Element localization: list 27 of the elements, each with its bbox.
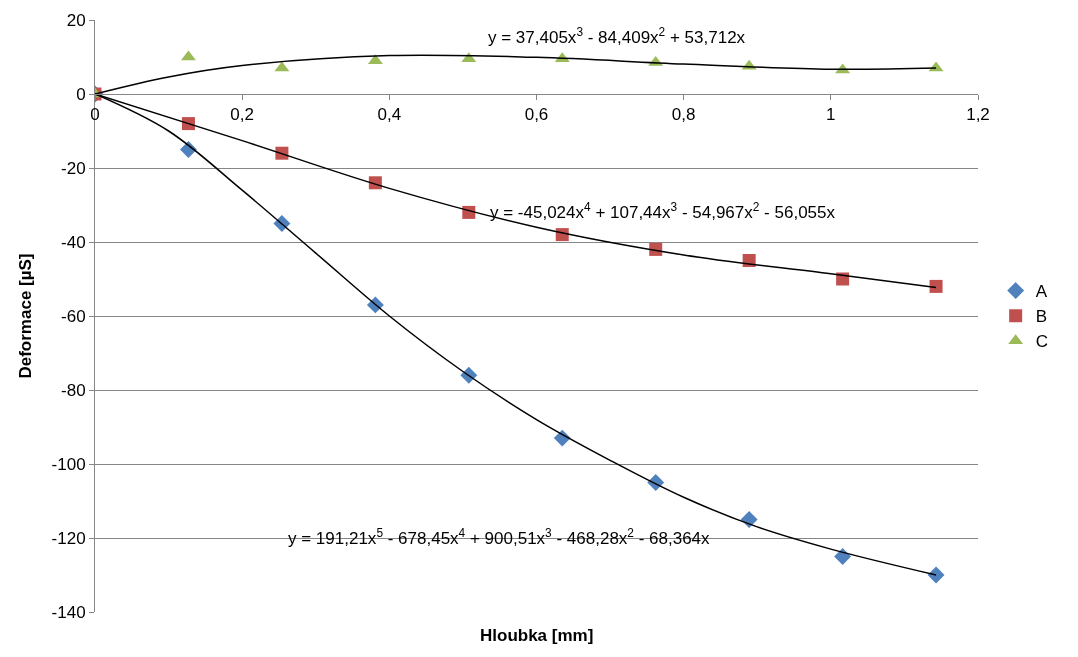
x-tick-label: 1,2 bbox=[966, 105, 990, 125]
x-tick-label: 0,8 bbox=[671, 105, 696, 125]
x-tick-label: 0 bbox=[90, 105, 100, 125]
annotation: y = 37,405x$^{3}$ - 84,409x$^{2}$ + 53,712x bbox=[488, 25, 746, 48]
point bbox=[927, 566, 945, 584]
legend-label: C bbox=[1035, 332, 1048, 352]
x-axis-title: Hloubka [mm] bbox=[480, 626, 594, 645]
y-tick-label: 0 bbox=[76, 84, 86, 104]
y-tick-label: -120 bbox=[51, 528, 86, 548]
y-axis-title: Deformace [µS] bbox=[16, 253, 36, 379]
y-tick-label: -20 bbox=[61, 158, 86, 178]
y-tick-label: -80 bbox=[61, 380, 86, 400]
x-tick-label: 0,2 bbox=[230, 105, 254, 125]
point bbox=[740, 511, 758, 528]
x-tick-label: 0,4 bbox=[377, 105, 402, 125]
y-tick-label: -140 bbox=[51, 602, 86, 622]
point bbox=[834, 548, 852, 565]
y-tick-label: -60 bbox=[61, 306, 86, 326]
y-tick-label: -40 bbox=[61, 232, 86, 252]
point bbox=[929, 279, 943, 293]
text: y = 191,21x$^{5}$ - 678,45x$^{4}$ + 900,51x$^{3}$ - 468,28x$^{2}$ - 68,364x bbox=[288, 526, 710, 549]
y-tick-label: -100 bbox=[51, 454, 86, 474]
legend-label: A bbox=[1035, 282, 1048, 302]
x-tick-label: 1 bbox=[826, 105, 836, 125]
y-tick-label: 20 bbox=[66, 10, 86, 30]
x-tick-label: 0,6 bbox=[524, 105, 549, 125]
legend-label: B bbox=[1035, 307, 1047, 327]
